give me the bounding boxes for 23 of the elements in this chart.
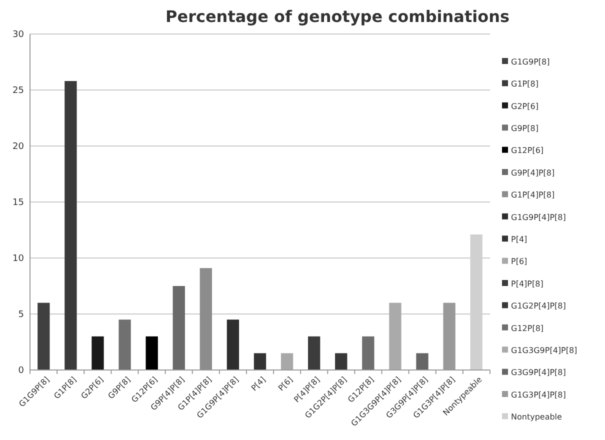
chart-title: Percentage of genotype combinations: [166, 7, 510, 26]
legend-label: G2P[6]: [511, 102, 538, 111]
legend-label: G12P[8]: [511, 324, 544, 333]
legend-label: G1G2P[4]P[8]: [511, 302, 566, 311]
legend-label: G1G9P[8]: [511, 57, 550, 66]
legend-label: G9P[4]P[8]: [511, 168, 555, 178]
legend-label: G1P[8]: [511, 80, 538, 89]
y-tick-label: 25: [12, 86, 24, 96]
legend-label: G3G9P[4]P[8]: [511, 368, 566, 378]
legend-label: G1G9P[4]P[8]: [511, 212, 566, 222]
y-tick-label: 5: [18, 310, 24, 320]
legend-label: P[4]: [511, 235, 528, 244]
legend-label: P[4]P[8]: [511, 279, 544, 288]
y-tick-label: 10: [12, 254, 24, 264]
y-tick-label: 20: [12, 142, 24, 152]
y-tick-label: 30: [12, 30, 24, 40]
y-tick-label: 15: [12, 198, 24, 208]
legend-label: P[6]: [511, 257, 528, 266]
legend-label: G12P[6]: [511, 146, 544, 156]
legend-label: G9P[8]: [511, 124, 538, 133]
legend-label: G1G3G9P[4]P[8]: [511, 346, 578, 355]
y-tick-label: 0: [18, 366, 24, 376]
legend-label: G1P[4]P[8]: [511, 190, 555, 200]
